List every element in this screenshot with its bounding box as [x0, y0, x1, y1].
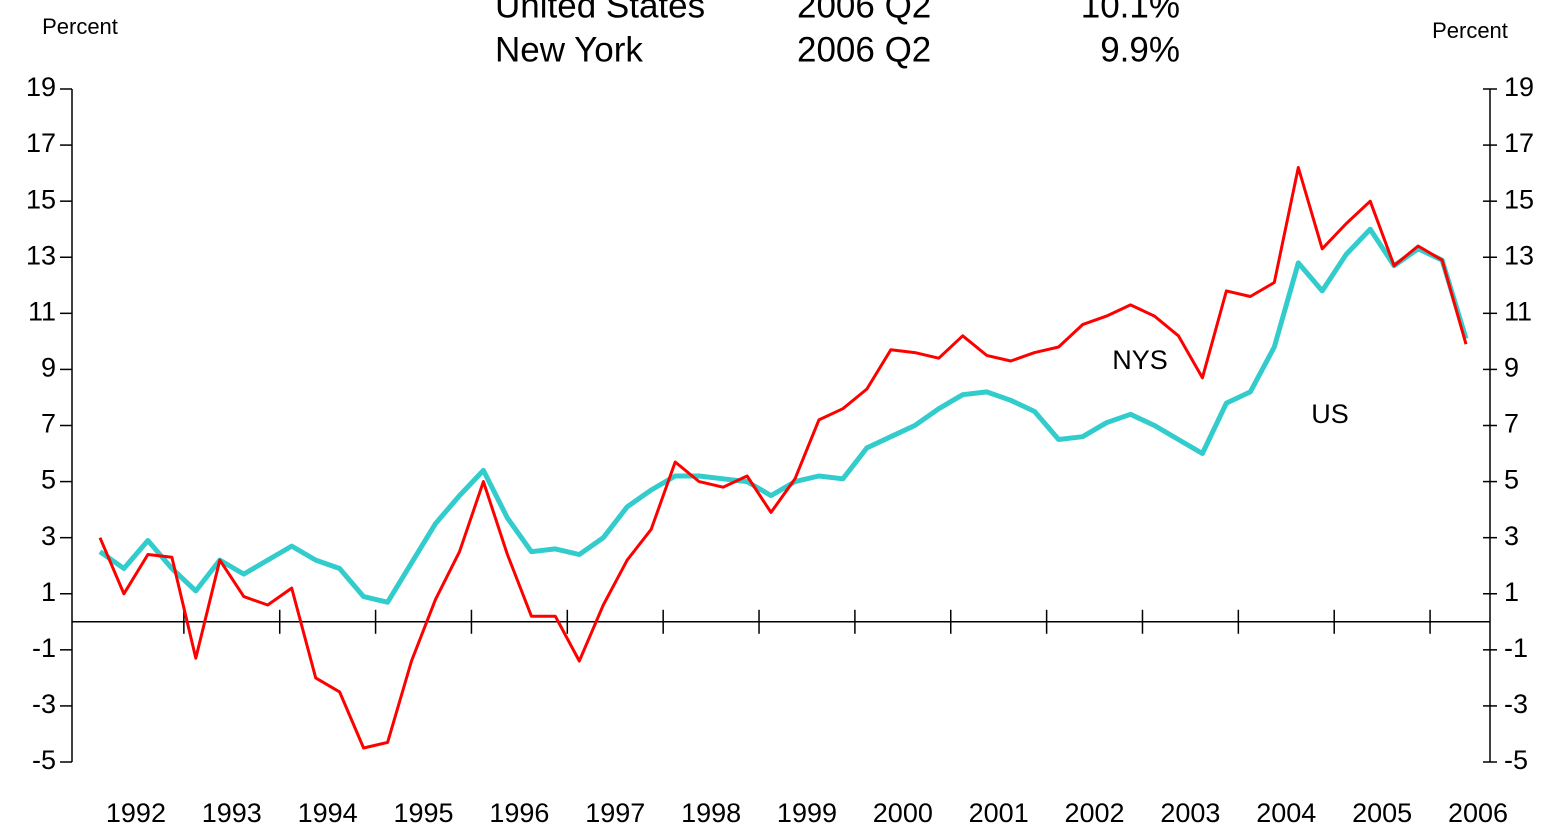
header-cell: 2006 Q2 — [797, 0, 931, 25]
header-cell: New York — [495, 30, 643, 69]
x-tick-label: 1994 — [298, 798, 358, 828]
x-tick-label: 2006 — [1448, 798, 1508, 828]
y2-tick-label: -5 — [1504, 745, 1528, 775]
x-tick-label: 2005 — [1352, 798, 1412, 828]
x-tick-label: 1992 — [106, 798, 166, 828]
x-tick-label: 2001 — [969, 798, 1029, 828]
y-tick-label: 5 — [41, 465, 56, 495]
series-line — [98, 166, 1468, 750]
header-cell: 9.9% — [1100, 30, 1180, 69]
x-tick-label: 1993 — [202, 798, 262, 828]
y2-tick-label: 7 — [1504, 409, 1519, 439]
y-tick-label: 7 — [41, 409, 56, 439]
y2-axis-label: Percent — [1432, 18, 1508, 43]
y-tick-label: 15 — [26, 184, 56, 214]
y2-tick-label: 9 — [1504, 353, 1519, 383]
x-tick-label: 1998 — [681, 798, 741, 828]
x-tick-label: 1999 — [777, 798, 837, 828]
y-tick-label: 9 — [41, 353, 56, 383]
y2-tick-label: -3 — [1504, 689, 1528, 719]
y2-tick-label: 19 — [1504, 72, 1534, 102]
y2-tick-label: 15 — [1504, 184, 1534, 214]
y2-tick-label: 17 — [1504, 128, 1534, 158]
y-axis-label: Percent — [42, 14, 118, 39]
x-tick-label: 2002 — [1065, 798, 1125, 828]
y2-tick-label: 11 — [1504, 296, 1532, 326]
series-line — [98, 226, 1469, 605]
x-tick-label: 1996 — [489, 798, 549, 828]
us-annotation: US — [1311, 399, 1349, 429]
nys-annotation: NYS — [1112, 345, 1168, 375]
y-tick-label: -5 — [32, 745, 56, 775]
y-tick-label: 11 — [28, 296, 56, 326]
x-tick-label: 2003 — [1160, 798, 1220, 828]
y-tick-label: 19 — [26, 72, 56, 102]
header-cell: United States — [495, 0, 705, 25]
y-tick-label: 13 — [26, 240, 56, 270]
y2-tick-label: 1 — [1504, 577, 1519, 607]
header-cell: 10.1% — [1081, 0, 1180, 25]
y2-tick-label: 5 — [1504, 465, 1519, 495]
y-tick-label: -1 — [32, 633, 56, 663]
y2-tick-label: 13 — [1504, 240, 1534, 270]
x-tick-label: 2004 — [1256, 798, 1316, 828]
x-tick-label: 2000 — [873, 798, 933, 828]
y-tick-label: 17 — [26, 128, 56, 158]
header-cell: 2006 Q2 — [797, 30, 931, 69]
x-tick-label: 1997 — [585, 798, 645, 828]
y-tick-label: 1 — [41, 577, 56, 607]
x-tick-label: 1995 — [393, 798, 453, 828]
y2-tick-label: 3 — [1504, 521, 1519, 551]
y-tick-label: 3 — [41, 521, 56, 551]
y2-tick-label: -1 — [1504, 633, 1528, 663]
y-tick-label: -3 — [32, 689, 56, 719]
